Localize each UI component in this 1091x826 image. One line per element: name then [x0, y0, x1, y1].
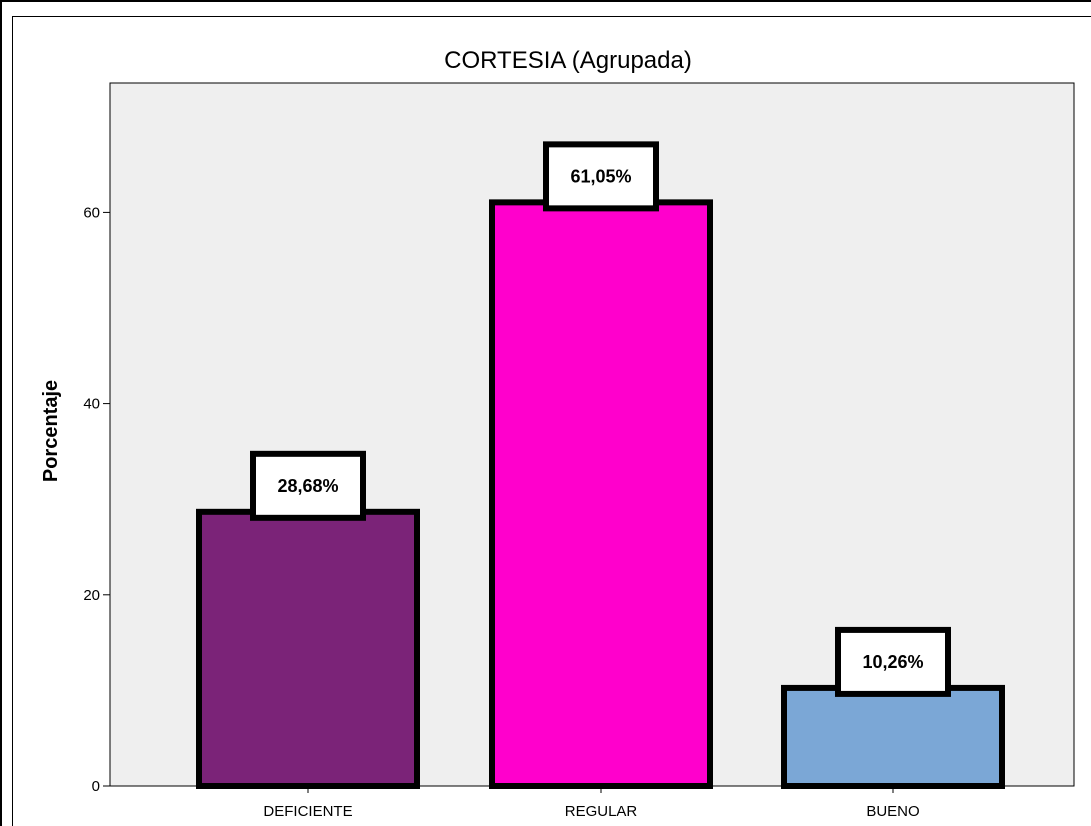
data-label-box-1	[543, 141, 659, 212]
y-tick-label-2: 40	[83, 396, 100, 413]
data-label-box-0	[250, 450, 366, 521]
bar-deficiente	[196, 508, 420, 789]
data-label-0: 28,68%	[277, 476, 338, 496]
data-labels: 28,68% 61,05% 10,26%	[250, 141, 951, 697]
y-axis-label: Porcentaje	[40, 380, 62, 482]
y-tick-label-0: 0	[92, 778, 100, 795]
x-tick-label-2: BUENO	[866, 803, 919, 820]
data-label-box-2	[835, 626, 951, 697]
x-tick-label-1: REGULAR	[565, 803, 638, 820]
y-tick-label-3: 60	[83, 204, 100, 221]
bars	[196, 199, 1005, 790]
x-axis-ticks: DEFICIENTE REGULAR BUENO	[263, 786, 920, 820]
bar-bueno	[781, 684, 1005, 790]
chart-title: CORTESIA (Agrupada)	[444, 47, 692, 74]
bar-regular	[489, 199, 713, 789]
data-label-2: 10,26%	[862, 652, 923, 672]
y-axis-ticks: 0 20 40 60	[83, 204, 110, 795]
data-label-1: 61,05%	[570, 166, 631, 186]
x-tick-label-0: DEFICIENTE	[263, 803, 352, 820]
y-tick-label-1: 20	[83, 587, 100, 604]
